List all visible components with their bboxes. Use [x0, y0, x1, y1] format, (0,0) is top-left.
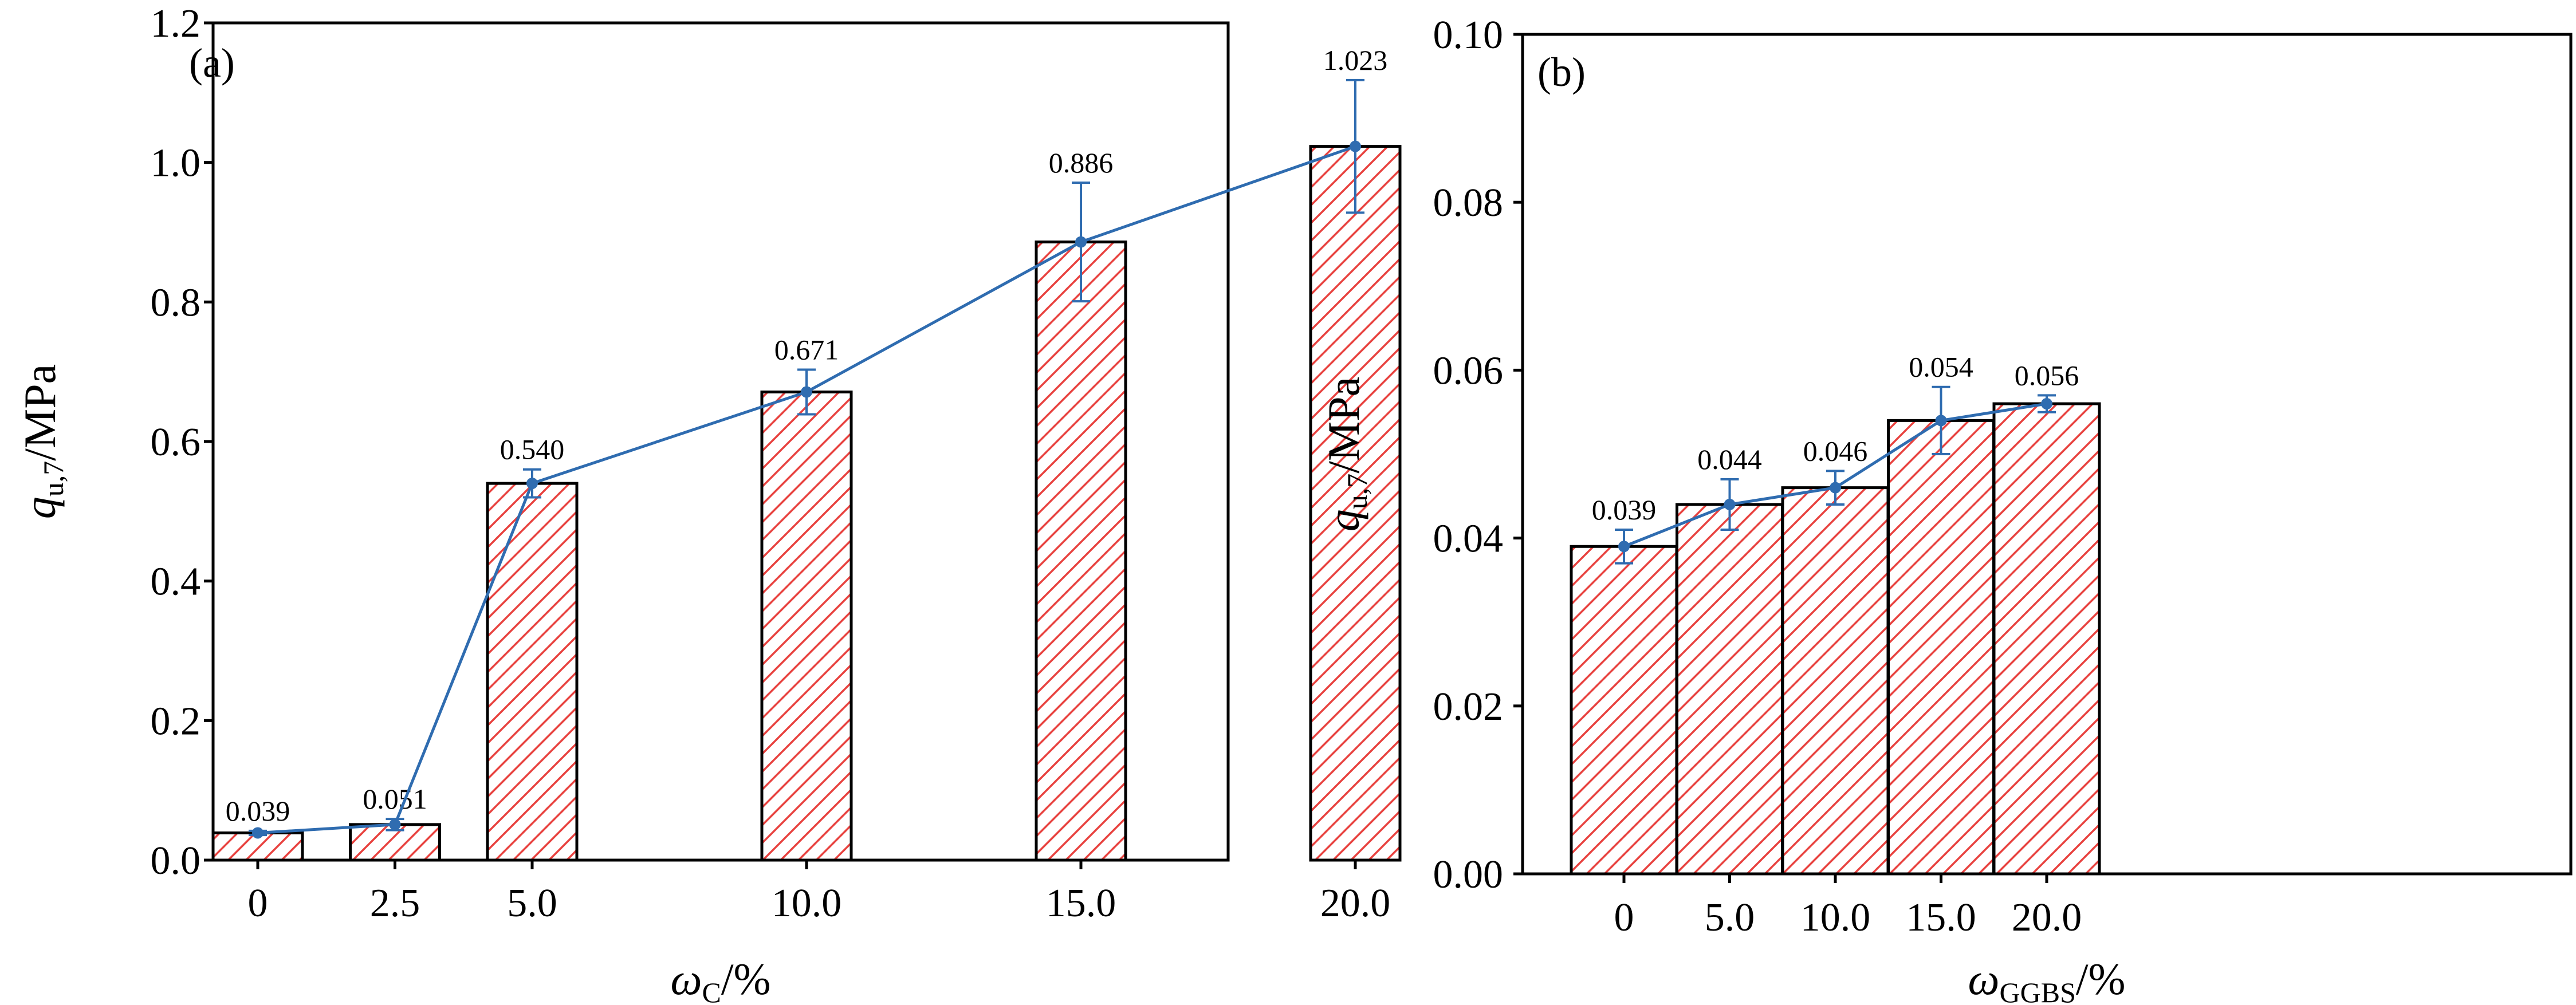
- bar: [760, 390, 853, 862]
- x-axis-ticks: 0 2.5 5.0 10.0 15.0 20.0: [248, 860, 1391, 925]
- data-label: 1.023: [1323, 44, 1388, 76]
- data-label: 0.046: [1803, 435, 1868, 467]
- y-axis-ticks: 0.0 0.2 0.4 0.6 0.8 1.0 1.2: [151, 2, 213, 883]
- x-axis-label: ωGGBS/%: [1968, 954, 2125, 1005]
- y-tick-label: 0.06: [1433, 349, 1504, 393]
- data-label: 0.056: [2015, 359, 2079, 391]
- y-axis-label: qu,7/MPa: [1319, 377, 1373, 532]
- data-point: [252, 827, 264, 839]
- chart-panel-a: 0.039 0.051 0.540 0.671 0.886 1.023 0.0 0.2 0.4…: [15, 2, 1402, 1005]
- y-tick-label: 0.08: [1433, 181, 1504, 225]
- data-point: [801, 386, 812, 398]
- series-line: [257, 145, 1356, 834]
- data-label: 0.051: [363, 783, 427, 815]
- data-label: 0.039: [226, 795, 290, 827]
- data-point: [1830, 482, 1841, 494]
- data-label: 0.886: [1049, 147, 1114, 179]
- y-tick-label: 0.10: [1433, 13, 1504, 57]
- data-point: [1724, 498, 1736, 510]
- data-label: 0.044: [1697, 443, 1762, 475]
- y-tick-label: 1.0: [151, 141, 201, 186]
- x-tick-label: 0: [248, 881, 268, 925]
- data-label: 0.540: [500, 433, 565, 466]
- bar: [486, 482, 579, 862]
- y-tick-label: 0.8: [151, 281, 201, 325]
- data-label: 0.054: [1909, 351, 1973, 383]
- x-tick-label: 10.0: [772, 881, 842, 925]
- data-label: 0.671: [774, 334, 839, 366]
- x-tick-label: 15.0: [1046, 881, 1116, 925]
- x-tick-label: 2.5: [370, 881, 420, 925]
- data-point: [1618, 541, 1630, 553]
- panel-label: (a): [189, 40, 235, 86]
- bar: [1887, 419, 1995, 876]
- y-tick-label: 0.04: [1433, 517, 1504, 561]
- trend-line-group: 0.039 0.051 0.540 0.671 0.886 1.023: [226, 44, 1388, 839]
- x-tick-label: 10.0: [1800, 896, 1871, 940]
- trend-line-group: 0.039 0.044 0.046 0.054 0.056: [1592, 351, 2079, 565]
- y-tick-label: 0.00: [1433, 853, 1504, 897]
- y-tick-label: 0.0: [151, 839, 201, 883]
- y-axis-ticks: 0.00 0.02 0.04 0.06 0.08 0.10: [1433, 13, 1523, 897]
- bar: [1035, 241, 1127, 862]
- x-tick-label: 5.0: [1705, 896, 1755, 940]
- data-point: [2041, 398, 2052, 410]
- bar: [1676, 503, 1784, 876]
- y-tick-label: 1.2: [151, 2, 201, 46]
- y-tick-label: 0.2: [151, 699, 201, 743]
- data-label: 0.039: [1592, 494, 1657, 526]
- y-axis-label: qu,7/MPa: [15, 364, 69, 519]
- bar-group: [211, 145, 1402, 862]
- panel-label: (b): [1537, 49, 1586, 95]
- x-tick-label: 20.0: [1320, 881, 1391, 925]
- bar: [1781, 486, 1890, 876]
- x-tick-label: 5.0: [507, 881, 557, 925]
- data-point: [1075, 236, 1087, 248]
- y-tick-label: 0.6: [151, 420, 201, 464]
- x-tick-label: 15.0: [1906, 896, 1976, 940]
- x-tick-label: 20.0: [2012, 896, 2082, 940]
- data-point: [1935, 415, 1947, 427]
- y-tick-label: 0.4: [151, 560, 201, 604]
- y-tick-label: 0.02: [1433, 685, 1504, 729]
- x-tick-label: 0: [1614, 896, 1634, 940]
- data-point: [1350, 140, 1361, 152]
- bar-group: [1570, 402, 2101, 876]
- bar: [1992, 402, 2101, 876]
- data-point: [389, 818, 401, 830]
- data-point: [526, 478, 538, 490]
- x-axis-label: ωC/%: [670, 954, 770, 1005]
- bar: [1570, 545, 1678, 876]
- x-axis-ticks: 0 5.0 10.0 15.0 20.0: [1614, 874, 2082, 940]
